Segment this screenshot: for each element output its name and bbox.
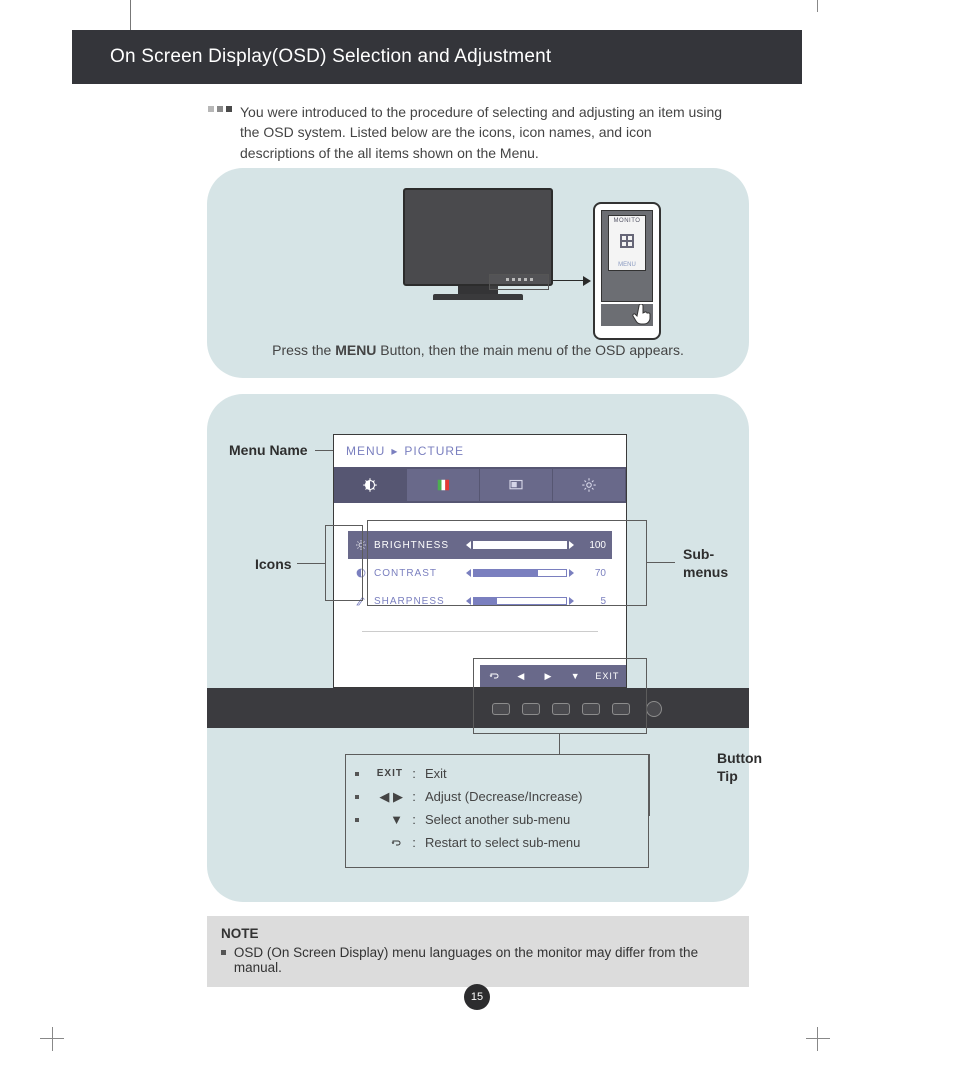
callout-line	[297, 563, 325, 564]
page: On Screen Display(OSD) Selection and Adj…	[0, 0, 954, 1079]
hand-pointer-icon	[631, 304, 653, 334]
caption-text: Button, then the main menu of the OSD ap…	[376, 342, 683, 358]
callout-box-buttontip	[473, 658, 647, 734]
panel1-caption: Press the MENU Button, then the main men…	[207, 342, 749, 358]
arrow-head-icon	[583, 276, 591, 286]
label-menu-name: Menu Name	[229, 442, 308, 458]
monitor-illustration: MONITO MENU	[403, 188, 553, 303]
legend-text: Select another sub-menu	[425, 812, 570, 827]
callout-line	[315, 450, 333, 451]
label-buttontip-b: Tip	[717, 768, 738, 784]
arrow-line	[551, 280, 585, 281]
tab-settings[interactable]	[553, 469, 626, 501]
label-buttontip-a: Button	[717, 750, 762, 766]
bullet-decor	[208, 106, 232, 112]
legend-row: EXIT : Exit	[355, 762, 583, 785]
exit-text-icon: EXIT	[367, 768, 403, 779]
crop-mark	[52, 1027, 53, 1051]
caption-bold: MENU	[335, 342, 376, 358]
illustration-panel-1: MONITO MENU Press the MENU Button, then …	[207, 168, 749, 378]
zoom-top-label: MONITO	[609, 216, 645, 224]
down-arrow-icon: ▼	[367, 812, 403, 827]
callout-line	[649, 754, 650, 816]
zoom-callout: MONITO MENU	[593, 202, 661, 340]
label-icons: Icons	[255, 556, 292, 572]
callout-line	[647, 562, 675, 563]
breadcrumb-section: PICTURE	[404, 444, 464, 458]
callout-line	[559, 734, 560, 754]
zoom-menu-label: MENU	[609, 262, 645, 268]
legend-row: ▼ : Select another sub-menu	[355, 808, 583, 831]
crop-mark	[817, 0, 818, 12]
breadcrumb-menu: MENU	[346, 444, 385, 458]
page-number: 15	[464, 984, 490, 1010]
intro-paragraph: You were introduced to the procedure of …	[240, 102, 730, 163]
callout-box-submenus	[367, 520, 647, 606]
note-heading: NOTE	[221, 926, 735, 941]
label-submenus-b: menus	[683, 564, 728, 580]
legend-text: Exit	[425, 766, 447, 781]
section-title: On Screen Display(OSD) Selection and Adj…	[110, 46, 551, 68]
label-submenus-a: Sub-	[683, 546, 714, 562]
legend-text: Adjust (Decrease/Increase)	[425, 789, 583, 804]
osd-tabs	[334, 467, 626, 503]
crop-guide	[130, 0, 131, 30]
callout-box-icons	[325, 525, 363, 601]
tab-picture[interactable]	[334, 469, 407, 501]
tab-color[interactable]	[407, 469, 480, 501]
legend-row: ◀ ▶ : Adjust (Decrease/Increase)	[355, 785, 583, 808]
caption-text: Press the	[272, 342, 335, 358]
left-right-arrows-icon: ◀ ▶	[367, 789, 403, 805]
chevron-right-icon: ▸	[391, 444, 398, 458]
crop-mark	[817, 1027, 818, 1051]
legend-row: : Restart to select sub-menu	[355, 831, 583, 854]
osd-breadcrumb: MENU ▸ PICTURE	[334, 435, 626, 467]
grid-icon	[620, 234, 634, 248]
power-button[interactable]	[646, 701, 662, 717]
note-text: OSD (On Screen Display) menu languages o…	[234, 945, 735, 975]
tab-display[interactable]	[480, 469, 553, 501]
note-box: NOTE OSD (On Screen Display) menu langua…	[207, 916, 749, 987]
bullet-icon	[221, 950, 226, 955]
legend-text: Restart to select sub-menu	[425, 835, 580, 850]
intro-text: You were introduced to the procedure of …	[240, 104, 722, 161]
crop-mark	[806, 1038, 830, 1039]
return-arrow-icon	[367, 837, 403, 849]
button-legend: EXIT : Exit ◀ ▶ : Adjust (Decrease/Incre…	[355, 762, 583, 854]
crop-mark	[40, 1038, 64, 1039]
section-header: On Screen Display(OSD) Selection and Adj…	[72, 30, 802, 84]
button-strip-highlight	[489, 274, 549, 290]
